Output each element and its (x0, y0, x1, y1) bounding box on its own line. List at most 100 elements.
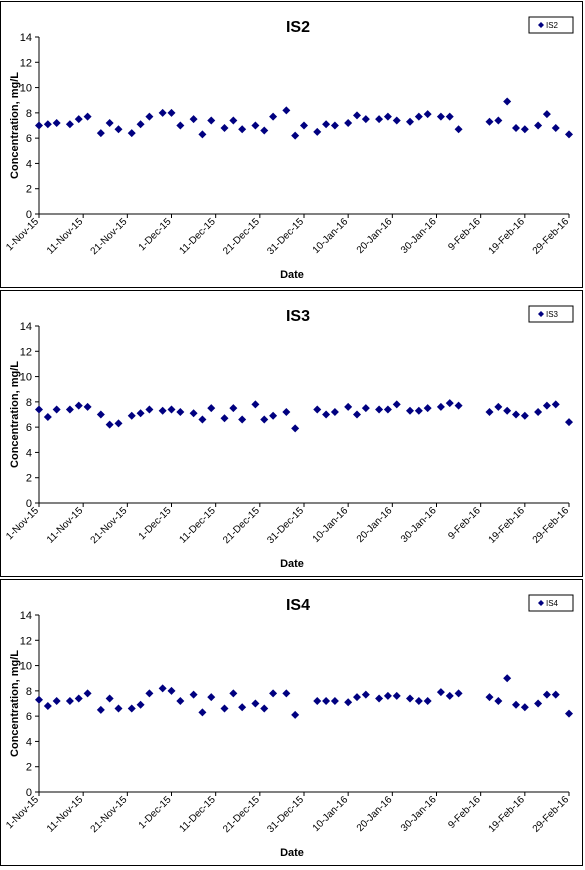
data-point (145, 405, 154, 414)
data-point (260, 415, 269, 424)
chart-title: IS2 (286, 19, 310, 36)
data-point (361, 115, 370, 124)
data-point (436, 112, 445, 121)
y-tick-label: 10 (20, 661, 32, 673)
data-point (127, 411, 136, 420)
data-point (176, 407, 185, 416)
data-point (167, 405, 176, 414)
y-tick-label: 14 (20, 610, 32, 622)
data-point (65, 405, 74, 414)
data-point (35, 405, 43, 414)
legend-box (528, 305, 574, 323)
data-point (494, 402, 503, 411)
y-tick-label: 6 (26, 422, 32, 434)
data-point (189, 115, 198, 124)
x-tick-label: 1-Nov-15 (4, 216, 41, 253)
data-point (353, 410, 361, 419)
data-point (229, 404, 238, 413)
legend: IS4 (528, 594, 574, 612)
data-point (445, 691, 454, 700)
data-point (322, 410, 331, 419)
legend-marker-icon (538, 22, 544, 28)
data-point (83, 402, 92, 411)
data-point (83, 689, 92, 698)
data-point (127, 704, 136, 713)
data-point (300, 121, 308, 130)
legend-marker-icon (538, 600, 544, 606)
data-point (534, 699, 543, 708)
data-point (145, 112, 154, 121)
data-point (269, 411, 278, 420)
x-tick-label: 29-Feb-16 (531, 216, 572, 257)
x-tick-label: 10-Jan-16 (311, 505, 351, 545)
y-tick-label: 0 (26, 787, 32, 799)
x-tick-label: 31-Dec-15 (265, 794, 306, 835)
data-point (282, 407, 291, 416)
chart-panel-is4: IS4 IS4 0 2 4 6 8 10 12 14 1-Nov-15 11-Nov-15 21-Nov… (0, 579, 583, 866)
data-point (145, 689, 154, 698)
x-tick-label: 11-Dec-15 (178, 794, 219, 835)
x-tick-label: 11-Nov-15 (45, 505, 86, 546)
legend: IS2 (528, 16, 574, 34)
x-tick-label: 30-Jan-16 (399, 216, 439, 256)
data-point (353, 693, 361, 702)
x-tick-label: 10-Jan-16 (311, 216, 351, 256)
data-point (291, 424, 300, 433)
data-point (383, 112, 392, 121)
data-point (542, 110, 551, 119)
data-point (551, 124, 560, 133)
data-point (52, 118, 61, 127)
x-tick-label: 21-Nov-15 (89, 794, 130, 835)
x-tick-label: 1-Nov-15 (4, 505, 41, 542)
data-point (542, 690, 551, 699)
data-point (291, 131, 300, 140)
data-point (229, 116, 238, 125)
data-point (485, 407, 494, 416)
y-tick-label: 10 (20, 372, 32, 384)
data-point (105, 118, 114, 127)
data-point (344, 698, 353, 707)
data-point (414, 406, 423, 415)
data-point (220, 414, 229, 423)
x-tick-label: 30-Jan-16 (399, 794, 439, 834)
data-point (52, 405, 61, 414)
data-point (436, 688, 445, 697)
y-tick-label: 2 (26, 473, 32, 485)
data-point (406, 694, 414, 703)
y-tick-label: 4 (26, 447, 32, 459)
data-point (361, 404, 370, 413)
data-point (454, 689, 463, 698)
x-tick-label: 21-Dec-15 (221, 505, 262, 546)
y-tick-label: 6 (26, 133, 32, 145)
x-axis-label: Date (280, 269, 304, 281)
y-tick-label: 6 (26, 711, 32, 723)
x-tick-label: 21-Dec-15 (221, 216, 262, 257)
data-point (35, 695, 43, 704)
data-point (269, 112, 278, 121)
x-tick-label: 11-Nov-15 (45, 216, 86, 257)
scatter-chart-is2: IS2 IS2 0 2 4 6 8 10 12 14 1-Nov-15 11-Nov-15 21-Nov… (4, 16, 574, 281)
y-tick-label: 4 (26, 158, 32, 170)
y-tick-label: 14 (20, 321, 32, 333)
x-tick-label: 1-Dec-15 (137, 794, 174, 831)
data-point (260, 704, 269, 713)
data-point (74, 694, 83, 703)
y-tick-label: 4 (26, 736, 32, 748)
data-point (414, 696, 423, 705)
y-tick-label: 8 (26, 397, 32, 409)
data-point (330, 407, 339, 416)
data-point (313, 405, 322, 414)
data-point (551, 400, 560, 409)
x-tick-label: 20-Jan-16 (355, 216, 395, 256)
data-point (282, 106, 291, 115)
data-point (445, 399, 454, 408)
data-point (189, 690, 198, 699)
y-tick-label: 14 (20, 32, 32, 44)
y-tick-label: 0 (26, 209, 32, 221)
data-point (158, 684, 167, 693)
data-point (344, 402, 353, 411)
data-point (344, 118, 353, 127)
data-point (43, 413, 52, 422)
data-point (436, 402, 445, 411)
data-point (114, 704, 123, 713)
